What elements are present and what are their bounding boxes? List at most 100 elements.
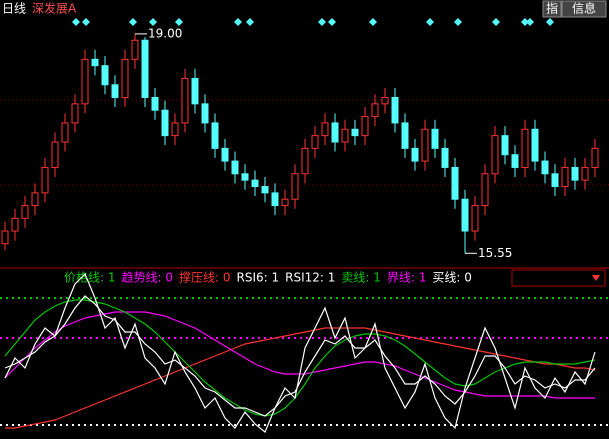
candle-body [11, 217, 19, 232]
candle-body [471, 205, 479, 232]
candle-body [191, 77, 199, 105]
signal-diamond [328, 18, 336, 26]
candle-body [451, 166, 459, 200]
candle-body [301, 147, 309, 175]
button-bg[interactable] [542, 0, 562, 18]
candle-body [251, 179, 259, 188]
candle-body [201, 103, 209, 124]
candle-body [121, 58, 129, 98]
candle-body [131, 39, 139, 60]
signal-diamond [149, 18, 157, 26]
signal-diamond [129, 18, 137, 26]
candle-body [211, 122, 219, 149]
candle-body [391, 96, 399, 124]
button-zhi[interactable]: 指 [546, 1, 558, 16]
button-bg[interactable] [561, 0, 607, 18]
candle-body [341, 128, 349, 143]
dropdown-arrow[interactable] [592, 275, 600, 281]
candle-body [71, 103, 79, 124]
candle-body [551, 173, 559, 188]
candle-body [541, 160, 549, 175]
button-info[interactable]: 信息 [572, 1, 596, 16]
candle-body [291, 173, 299, 200]
candle-body [571, 166, 579, 181]
signal-diamond [426, 18, 434, 26]
candle-body [581, 166, 589, 181]
candle-body [161, 109, 169, 137]
legend-entry: RSI12: 1 [285, 271, 335, 285]
candle-body [411, 147, 419, 162]
legend-entry: 界线: 1 [387, 271, 427, 285]
candle-body [401, 122, 409, 149]
candle-body [371, 103, 379, 118]
candle-body [441, 147, 449, 168]
candle-body [111, 84, 119, 98]
annotation-label: 19.00 [148, 26, 182, 40]
legend-entry: 趋势线: 0 [122, 271, 174, 285]
candle-body [61, 122, 69, 143]
candle-body [431, 128, 439, 149]
candle-body [261, 186, 269, 194]
signal-diamond [521, 18, 529, 26]
signal-diamond [246, 18, 254, 26]
signal-diamond [175, 18, 183, 26]
period-label: 日线 [2, 2, 26, 16]
candle-body [241, 173, 249, 181]
candle-body [591, 147, 599, 168]
indicator-line [4, 272, 596, 433]
annotation-label: 15.55 [478, 246, 512, 260]
signal-diamond [369, 18, 377, 26]
candle-body [331, 122, 339, 143]
signal-diamond [546, 18, 554, 26]
signal-diamond [72, 18, 80, 26]
stock-name: 深发展A [32, 1, 77, 16]
candle-body [561, 166, 569, 188]
candle-body [41, 166, 49, 194]
candle-body [81, 58, 89, 105]
signal-diamond [454, 18, 462, 26]
candle-body [511, 154, 519, 168]
signal-diamond [492, 18, 500, 26]
candle-body [91, 58, 99, 67]
candle-body [101, 65, 109, 86]
indicator-line [4, 299, 596, 417]
signal-markers [72, 18, 554, 26]
candle-body [51, 141, 59, 168]
candle-body [461, 198, 469, 232]
candle-body [221, 147, 229, 162]
legend-entry: 撑压线: 0 [179, 270, 231, 285]
signal-diamond [82, 18, 90, 26]
candle-body [151, 96, 159, 111]
candle-body [281, 198, 289, 207]
candle-body [491, 135, 499, 175]
candle-body [231, 160, 239, 175]
candle-body [531, 128, 539, 162]
signal-diamond [234, 18, 242, 26]
candle-body [171, 122, 179, 137]
candle-body [481, 173, 489, 207]
candle-body [321, 122, 329, 137]
candle-body [421, 128, 429, 162]
candle-body [1, 230, 9, 245]
legend-entry: 价格线: 1 [64, 270, 116, 285]
legend-entry: 卖线: 1 [341, 271, 381, 285]
candle-body [521, 128, 529, 168]
candle-body [271, 192, 279, 207]
candle-body [381, 96, 389, 105]
candle-body [141, 39, 149, 98]
dropdown[interactable] [511, 269, 606, 287]
legend-entry: RSI6: 1 [237, 271, 280, 285]
candle-body [21, 205, 29, 219]
signal-diamond [318, 18, 326, 26]
candle-body [311, 135, 319, 149]
candle-body [181, 77, 189, 124]
legend-entry: 买线: 0 [432, 271, 472, 285]
signal-diamond [526, 18, 534, 26]
candle-body [361, 116, 369, 137]
candle-body [501, 135, 509, 156]
indicator-line [4, 295, 596, 417]
candle-body [31, 192, 39, 207]
candle-body [351, 128, 359, 137]
